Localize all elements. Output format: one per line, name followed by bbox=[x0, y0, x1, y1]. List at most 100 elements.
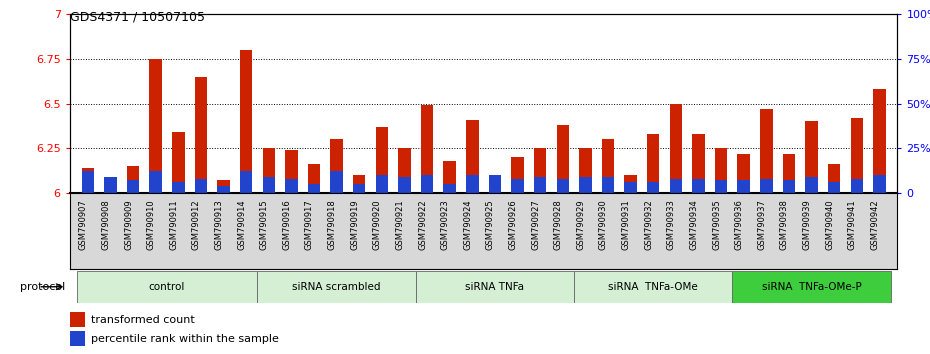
Bar bbox=[376, 175, 388, 193]
Bar bbox=[760, 179, 773, 193]
Bar bbox=[828, 164, 841, 193]
Bar bbox=[805, 121, 817, 193]
Bar bbox=[194, 179, 207, 193]
Text: GSM790925: GSM790925 bbox=[485, 199, 495, 250]
Bar bbox=[258, 271, 416, 303]
Bar bbox=[851, 118, 863, 193]
Text: GSM790918: GSM790918 bbox=[327, 199, 337, 250]
Bar bbox=[126, 181, 140, 193]
Text: GSM790940: GSM790940 bbox=[825, 199, 834, 250]
Text: GSM790915: GSM790915 bbox=[259, 199, 269, 250]
Text: GSM790938: GSM790938 bbox=[780, 199, 789, 250]
Bar bbox=[353, 184, 365, 193]
Bar bbox=[670, 179, 682, 193]
Bar bbox=[398, 148, 411, 193]
Bar bbox=[783, 154, 795, 193]
Bar bbox=[262, 177, 275, 193]
Text: GSM790939: GSM790939 bbox=[803, 199, 812, 250]
Text: siRNA  TNFa-OMe: siRNA TNFa-OMe bbox=[608, 282, 698, 292]
Bar bbox=[308, 184, 320, 193]
Bar bbox=[150, 171, 162, 193]
Text: siRNA  TNFa-OMe-P: siRNA TNFa-OMe-P bbox=[762, 282, 861, 292]
Text: GSM790941: GSM790941 bbox=[848, 199, 857, 250]
Text: GSM790910: GSM790910 bbox=[147, 199, 155, 250]
Text: GSM790909: GSM790909 bbox=[124, 199, 133, 250]
Bar bbox=[421, 105, 433, 193]
Bar bbox=[218, 181, 230, 193]
Text: GSM790933: GSM790933 bbox=[667, 199, 676, 250]
Bar bbox=[760, 109, 773, 193]
Bar bbox=[534, 177, 546, 193]
Text: GSM790911: GSM790911 bbox=[169, 199, 179, 250]
Text: GSM790917: GSM790917 bbox=[305, 199, 314, 250]
Bar bbox=[574, 271, 732, 303]
Bar bbox=[873, 175, 885, 193]
Text: GSM790942: GSM790942 bbox=[870, 199, 880, 250]
Bar bbox=[286, 150, 298, 193]
Text: GSM790935: GSM790935 bbox=[712, 199, 721, 250]
Bar bbox=[624, 175, 637, 193]
Bar bbox=[82, 171, 94, 193]
Bar bbox=[488, 175, 501, 193]
Text: GDS4371 / 10507105: GDS4371 / 10507105 bbox=[70, 11, 205, 24]
Text: GSM790914: GSM790914 bbox=[237, 199, 246, 250]
Bar bbox=[444, 184, 456, 193]
Bar bbox=[330, 171, 343, 193]
Text: GSM790919: GSM790919 bbox=[351, 199, 359, 250]
Text: GSM790934: GSM790934 bbox=[689, 199, 698, 250]
Bar bbox=[240, 50, 252, 193]
Bar bbox=[104, 179, 116, 193]
Text: GSM790908: GSM790908 bbox=[101, 199, 111, 250]
Bar bbox=[556, 179, 569, 193]
Bar bbox=[70, 331, 85, 346]
Bar bbox=[376, 127, 388, 193]
Bar bbox=[330, 139, 343, 193]
Text: GSM790916: GSM790916 bbox=[283, 199, 291, 250]
Text: GSM790913: GSM790913 bbox=[215, 199, 223, 250]
Bar bbox=[240, 171, 252, 193]
Text: GSM790930: GSM790930 bbox=[599, 199, 608, 250]
Text: GSM790932: GSM790932 bbox=[644, 199, 653, 250]
Text: siRNA scrambled: siRNA scrambled bbox=[292, 282, 381, 292]
Bar bbox=[76, 271, 258, 303]
Bar bbox=[828, 182, 841, 193]
Bar bbox=[851, 179, 863, 193]
Text: protocol: protocol bbox=[20, 282, 65, 292]
Bar bbox=[218, 186, 230, 193]
Text: siRNA TNFa: siRNA TNFa bbox=[465, 282, 525, 292]
Text: transformed count: transformed count bbox=[91, 315, 195, 325]
Bar bbox=[512, 157, 524, 193]
Bar bbox=[353, 175, 365, 193]
Text: GSM790927: GSM790927 bbox=[531, 199, 540, 250]
Text: GSM790926: GSM790926 bbox=[509, 199, 517, 250]
Text: GSM790931: GSM790931 bbox=[621, 199, 631, 250]
Text: GSM790907: GSM790907 bbox=[79, 199, 87, 250]
Text: GSM790929: GSM790929 bbox=[577, 199, 585, 250]
Bar bbox=[398, 177, 411, 193]
Bar bbox=[286, 179, 298, 193]
Bar bbox=[737, 154, 750, 193]
Bar bbox=[732, 271, 891, 303]
Text: GSM790928: GSM790928 bbox=[553, 199, 563, 250]
Bar bbox=[421, 175, 433, 193]
Text: control: control bbox=[149, 282, 185, 292]
Bar bbox=[262, 148, 275, 193]
Bar bbox=[556, 125, 569, 193]
Text: GSM790937: GSM790937 bbox=[757, 199, 766, 250]
Bar bbox=[150, 59, 162, 193]
Bar bbox=[715, 148, 727, 193]
Text: GSM790936: GSM790936 bbox=[735, 199, 744, 250]
Bar bbox=[692, 179, 705, 193]
Bar bbox=[647, 182, 659, 193]
Bar bbox=[715, 181, 727, 193]
Bar bbox=[805, 177, 817, 193]
Bar bbox=[126, 166, 140, 193]
Bar bbox=[692, 134, 705, 193]
Bar bbox=[444, 161, 456, 193]
Bar bbox=[70, 312, 85, 327]
Bar bbox=[512, 179, 524, 193]
Bar bbox=[602, 139, 614, 193]
Text: percentile rank within the sample: percentile rank within the sample bbox=[91, 334, 279, 344]
Text: GSM790921: GSM790921 bbox=[395, 199, 405, 250]
Bar bbox=[602, 177, 614, 193]
